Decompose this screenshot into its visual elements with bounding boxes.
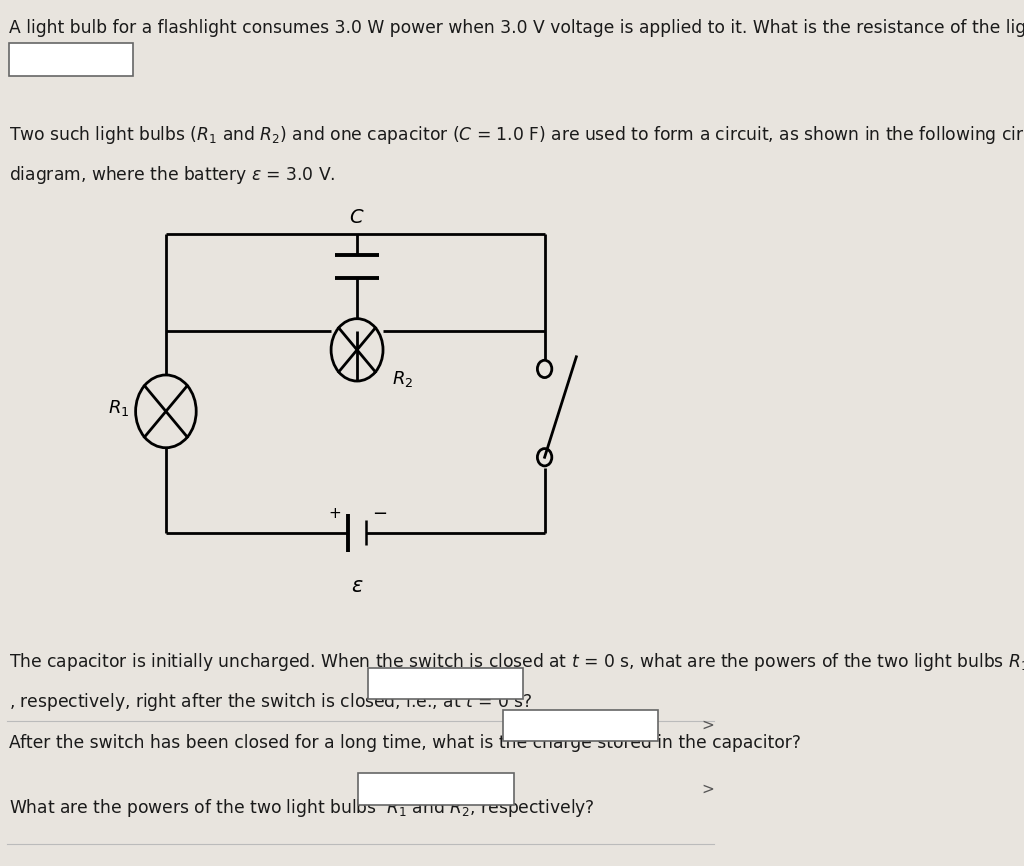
FancyBboxPatch shape [8,43,133,76]
Text: >: > [701,718,714,734]
Text: [ Select ]: [ Select ] [510,718,580,734]
Text: , respectively, right after the switch is closed, i.e., at $t$ = 0 s?: , respectively, right after the switch i… [8,691,532,713]
Text: [ Select ]: [ Select ] [15,52,85,68]
Text: $\varepsilon$: $\varepsilon$ [351,576,364,596]
Text: ∨: ∨ [120,53,129,67]
Text: $R_1$: $R_1$ [109,397,130,418]
Text: $R_2$: $R_2$ [392,369,413,389]
FancyBboxPatch shape [368,668,523,699]
Text: −: − [372,505,387,522]
Text: The capacitor is initially uncharged. When the switch is closed at $t$ = 0 s, wh: The capacitor is initially uncharged. Wh… [8,651,1024,673]
Text: [ Select ]: [ Select ] [366,781,435,797]
Text: What are the powers of the two light bulbs  $R_1$ and $R_2$, respectively?: What are the powers of the two light bul… [8,797,594,818]
Text: +: + [329,506,341,521]
Text: ∨: ∨ [642,719,651,733]
FancyBboxPatch shape [503,710,657,741]
Text: ∨: ∨ [508,676,517,690]
Text: [ Select ]: [ Select ] [375,675,444,691]
Text: diagram, where the battery $\varepsilon$ = 3.0 V.: diagram, where the battery $\varepsilon$… [8,164,335,185]
FancyBboxPatch shape [358,773,514,805]
Text: ∨: ∨ [499,782,507,796]
Text: After the switch has been closed for a long time, what is the charge stored in t: After the switch has been closed for a l… [8,734,801,752]
Text: $C$: $C$ [349,208,365,227]
Text: >: > [701,781,714,797]
Text: Two such light bulbs ($R_1$ and $R_2$) and one capacitor ($C$ = 1.0 F) are used : Two such light bulbs ($R_1$ and $R_2$) a… [8,124,1024,145]
Text: A light bulb for a flashlight consumes 3.0 W power when 3.0 V voltage is applied: A light bulb for a flashlight consumes 3… [8,19,1024,37]
